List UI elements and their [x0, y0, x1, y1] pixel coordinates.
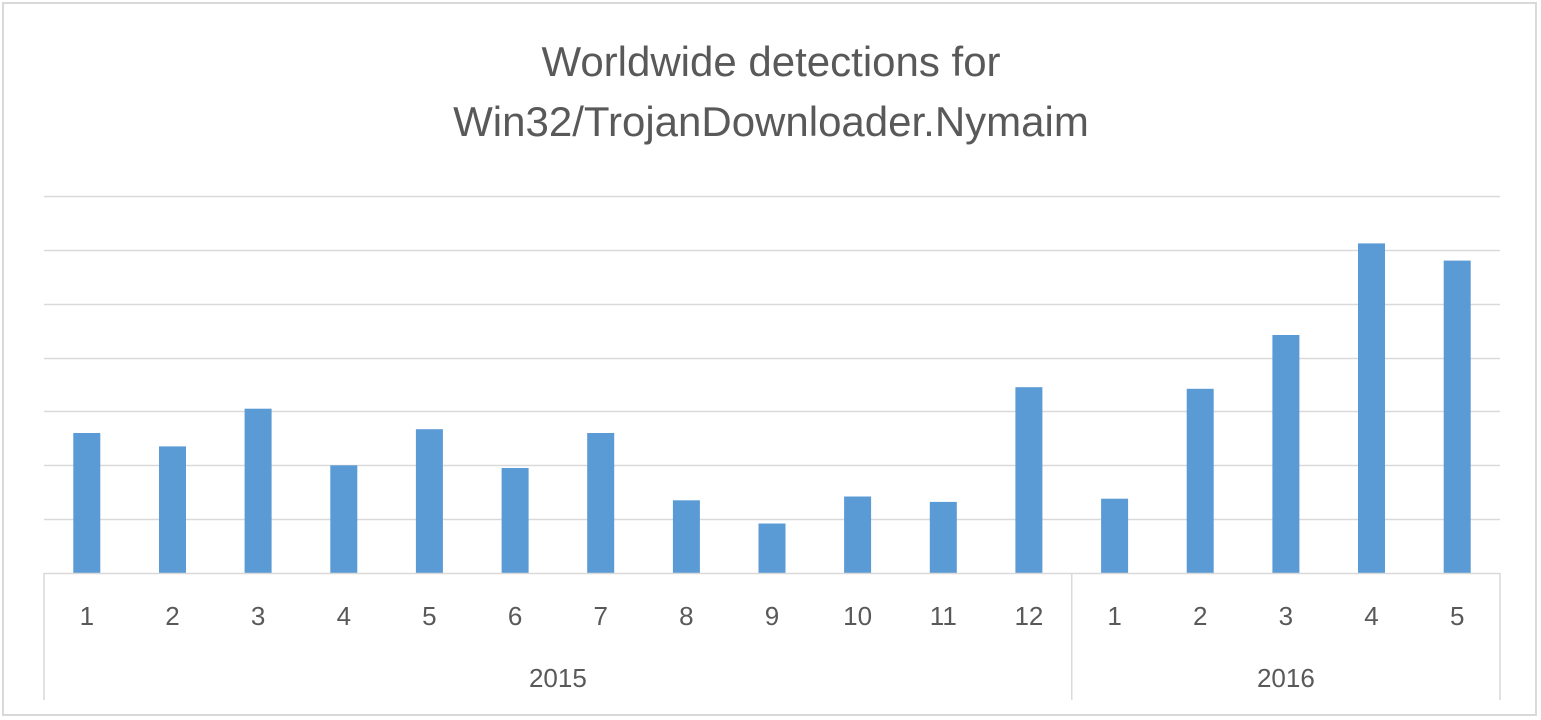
bar — [672, 500, 700, 573]
x-tick-label: 12 — [1014, 601, 1043, 631]
x-tick-label: 3 — [1279, 601, 1293, 631]
x-tick-label: 3 — [251, 601, 265, 631]
bar — [73, 433, 101, 573]
x-tick-label: 11 — [930, 601, 957, 631]
x-tick-label: 10 — [843, 601, 872, 631]
bar — [330, 465, 358, 573]
bar — [159, 446, 186, 573]
x-tick-label: 1 — [1107, 601, 1121, 631]
bar — [929, 501, 957, 573]
x-tick-label: 2 — [165, 601, 179, 631]
x-tick-label: 4 — [337, 601, 351, 631]
x-group-label: 2016 — [1257, 663, 1315, 693]
bar — [1443, 260, 1471, 573]
bar — [844, 496, 872, 573]
bar — [244, 408, 272, 573]
gridlines — [44, 195, 1500, 521]
bar — [758, 523, 786, 573]
x-tick-label: 6 — [508, 601, 522, 631]
x-tick-label: 1 — [80, 601, 94, 631]
x-tick-label: 5 — [422, 601, 436, 631]
chart-title-line-2: Win32/TrojanDownloader.Nymaim — [453, 98, 1089, 145]
bar — [1015, 387, 1043, 573]
bar — [587, 433, 615, 573]
bar — [1101, 498, 1129, 573]
x-tick-label: 2 — [1193, 601, 1207, 631]
bar — [1272, 335, 1300, 573]
x-tick-label: 4 — [1364, 601, 1378, 631]
x-tick-label: 5 — [1450, 601, 1464, 631]
bar — [415, 429, 443, 573]
bar — [501, 468, 529, 573]
bar — [1358, 243, 1385, 573]
chart-title-line-1: Worldwide detections for — [541, 38, 1000, 85]
x-group-label: 2015 — [529, 663, 587, 693]
x-tick-label: 7 — [593, 601, 607, 631]
x-tick-label: 9 — [765, 601, 779, 631]
x-tick-label: 8 — [679, 601, 693, 631]
bars — [73, 243, 1471, 573]
bar — [1186, 388, 1214, 573]
